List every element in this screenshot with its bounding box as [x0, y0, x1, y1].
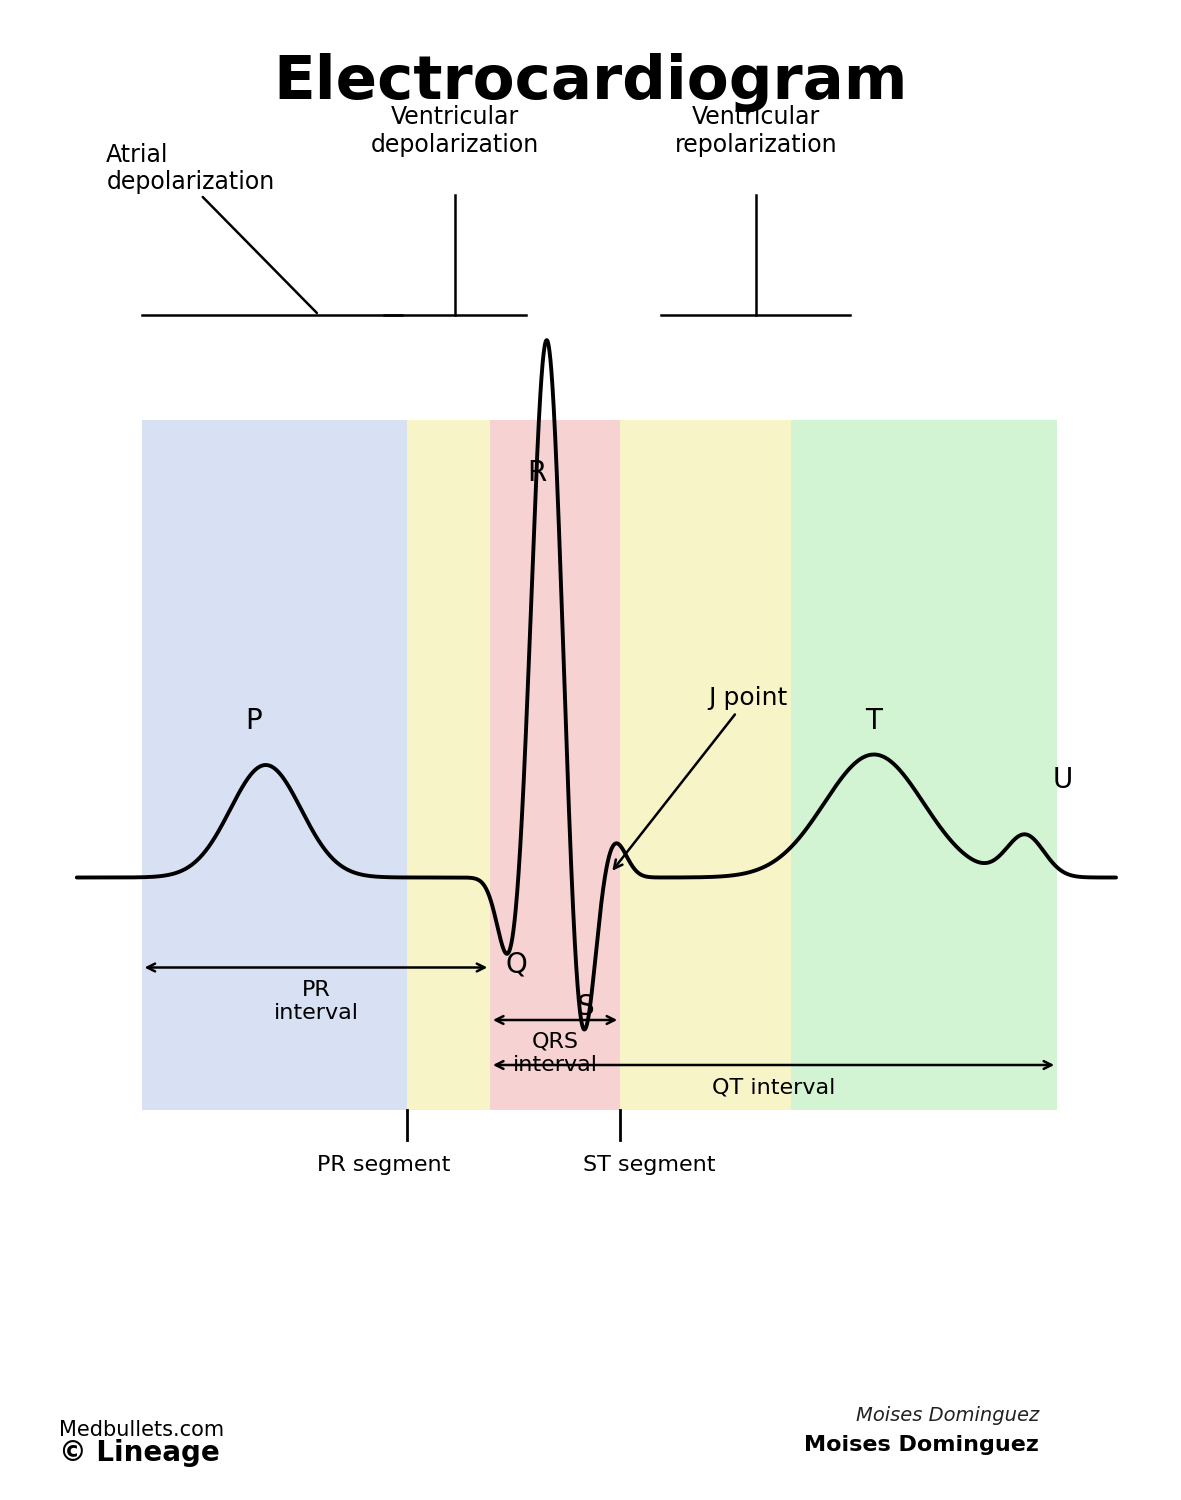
- Text: U: U: [1052, 766, 1074, 794]
- Bar: [791, 420, 1057, 1110]
- Text: P: P: [246, 706, 262, 735]
- Text: Medbullets.com: Medbullets.com: [59, 1420, 224, 1440]
- Text: S: S: [576, 993, 594, 1022]
- Bar: [490, 420, 620, 1110]
- Text: © Lineage: © Lineage: [59, 1438, 220, 1467]
- Text: QT interval: QT interval: [712, 1077, 835, 1096]
- Text: J point: J point: [614, 686, 788, 868]
- Text: Moises Dominguez: Moises Dominguez: [856, 1406, 1039, 1425]
- Bar: [407, 420, 490, 1110]
- Text: Ventricular
depolarization: Ventricular depolarization: [371, 105, 539, 158]
- Text: R: R: [528, 459, 547, 488]
- Bar: [142, 420, 407, 1110]
- Text: T: T: [866, 706, 882, 735]
- Text: PR segment: PR segment: [318, 1155, 450, 1174]
- Text: Ventricular
repolarization: Ventricular repolarization: [674, 105, 837, 158]
- Text: Electrocardiogram: Electrocardiogram: [273, 53, 908, 111]
- Text: Moises Dominguez: Moises Dominguez: [804, 1436, 1039, 1455]
- Text: Atrial
depolarization: Atrial depolarization: [106, 142, 274, 195]
- Text: ST segment: ST segment: [583, 1155, 716, 1174]
- Text: QRS
interval: QRS interval: [513, 1032, 598, 1076]
- Text: Q: Q: [505, 951, 527, 980]
- Text: PR
interval: PR interval: [274, 980, 358, 1023]
- Bar: [620, 420, 791, 1110]
